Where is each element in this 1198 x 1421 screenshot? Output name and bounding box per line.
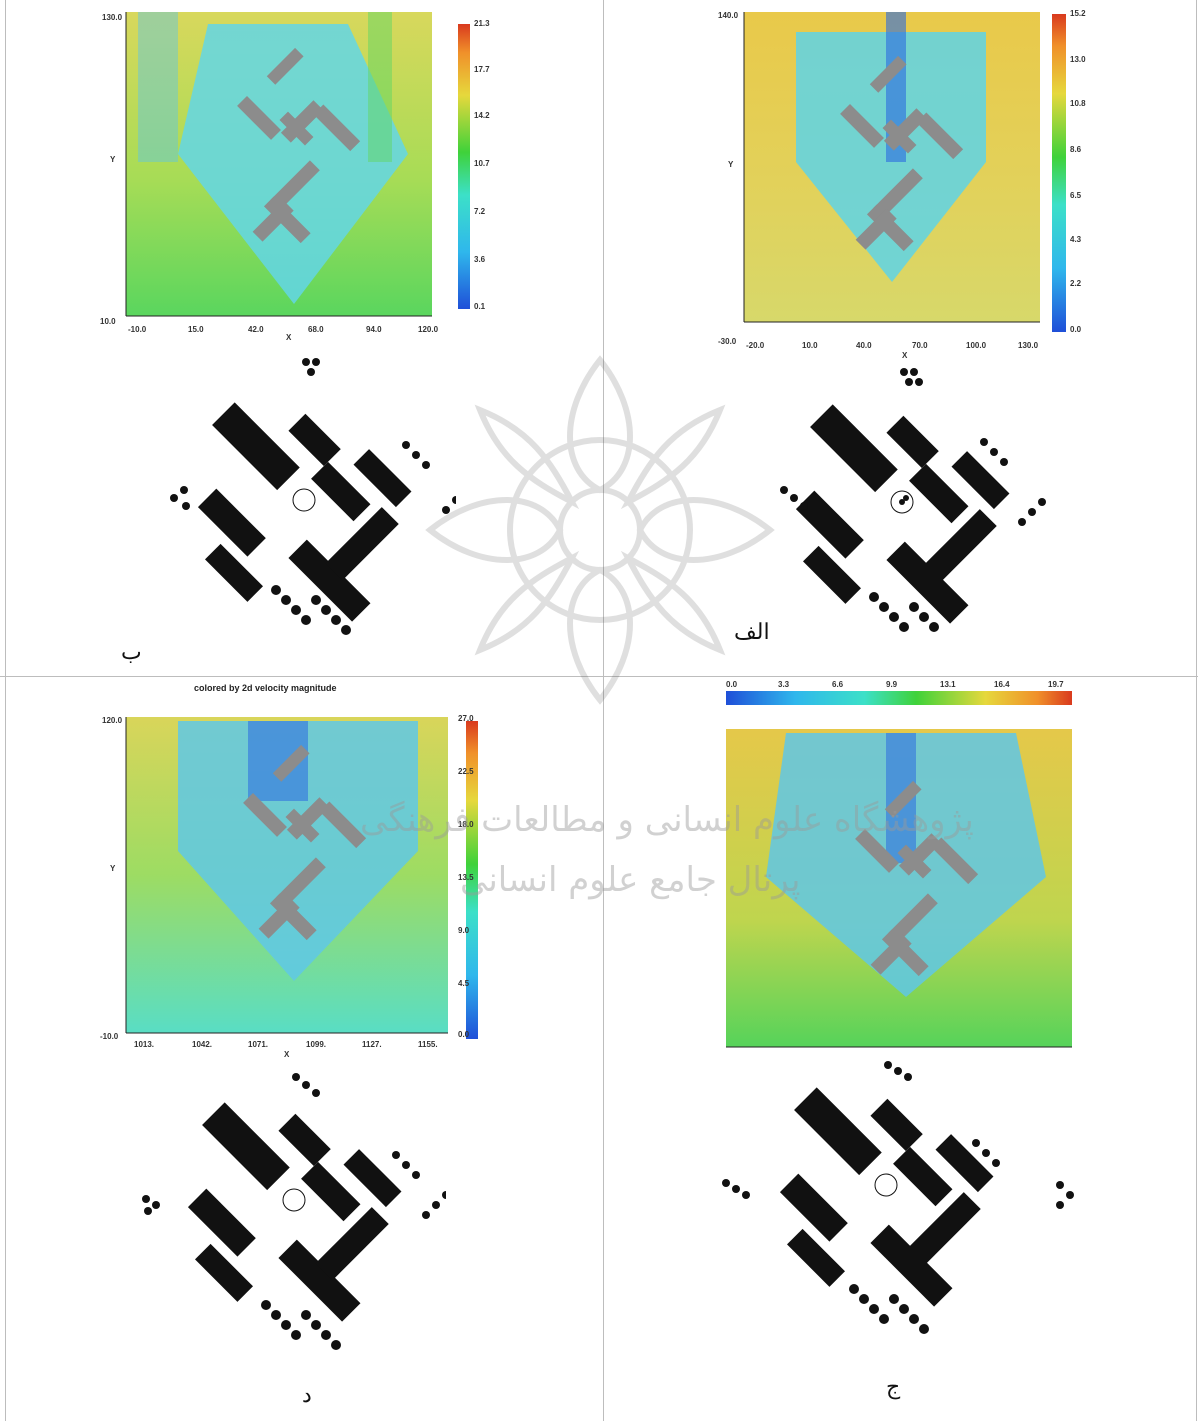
panel-label-alef: الف bbox=[734, 620, 770, 645]
watermark-text-line2: پرتال جامع علوم انسانی bbox=[460, 860, 801, 900]
x-tick: 1013. bbox=[134, 1040, 154, 1049]
y-axis-label: Y bbox=[110, 155, 116, 164]
x-tick: 40.0 bbox=[856, 341, 872, 350]
y-top-label: 120.0 bbox=[102, 716, 123, 725]
x-tick: 120.0 bbox=[418, 325, 439, 334]
x-axis-label: X bbox=[902, 351, 908, 360]
colorbar-tick: 13.1 bbox=[940, 680, 956, 689]
colorbar-tick: 18.0 bbox=[458, 820, 474, 829]
colorbar-tick: 0.0 bbox=[726, 680, 738, 689]
y-axis-label: Y bbox=[110, 864, 116, 873]
x-tick: 1042. bbox=[192, 1040, 212, 1049]
watermark-logo bbox=[410, 340, 790, 720]
colorbar-tick: 8.6 bbox=[1070, 145, 1082, 154]
colorbar-tick: 21.3 bbox=[474, 19, 490, 28]
colorbar-tick: 7.2 bbox=[474, 207, 486, 216]
colorbar-tick: 27.0 bbox=[458, 714, 474, 723]
colorbar-tick: 15.2 bbox=[1070, 9, 1086, 18]
panel-dal: colored by 2d velocity magnitude 120.0 -… bbox=[6, 677, 603, 1421]
x-tick: -20.0 bbox=[746, 341, 765, 350]
y-axis-label: Y bbox=[728, 160, 734, 169]
x-tick: 70.0 bbox=[912, 341, 928, 350]
colorbar-tick: 10.7 bbox=[474, 159, 490, 168]
cfd-plot-alef-svg: 140.0 -30.0 Y X -20.0 10.0 40.0 70.0 100… bbox=[718, 9, 1086, 360]
colorbar-tick: 22.5 bbox=[458, 767, 474, 776]
colorbar-tick: 10.8 bbox=[1070, 99, 1086, 108]
colorbar-tick: 13.5 bbox=[458, 873, 474, 882]
colorbar-tick: 0.0 bbox=[458, 1030, 470, 1039]
colorbar-tick: 2.2 bbox=[1070, 279, 1082, 288]
colorbar-tick: 6.5 bbox=[1070, 191, 1082, 200]
colorbar-tick: 6.6 bbox=[832, 680, 844, 689]
y-bottom-label: -10.0 bbox=[100, 1032, 119, 1041]
x-axis-label: X bbox=[286, 333, 292, 342]
cfd-plot-be-svg: 130.0 10.0 Y X -10.0 15.0 42.0 68.0 94.0… bbox=[100, 12, 490, 342]
site-plan-dal bbox=[126, 1065, 450, 1385]
site-plan-be bbox=[156, 350, 460, 650]
site-plan-alef bbox=[774, 362, 1074, 662]
site-plan-jim bbox=[714, 1055, 1074, 1375]
colorbar-tick: 0.1 bbox=[474, 302, 486, 311]
cfd-plot-be: 130.0 10.0 Y X -10.0 15.0 42.0 68.0 94.0… bbox=[98, 4, 490, 342]
colorbar-tick: 3.6 bbox=[474, 255, 486, 264]
cfd-plot-dal: colored by 2d velocity magnitude 120.0 -… bbox=[98, 681, 490, 1061]
x-tick: 15.0 bbox=[188, 325, 204, 334]
table-row-divider bbox=[0, 676, 1198, 677]
panel-label-jim: ج bbox=[886, 1375, 901, 1400]
cfd-plot-alef: 140.0 -30.0 Y X -20.0 10.0 40.0 70.0 100… bbox=[716, 2, 1088, 362]
colorbar-tick: 4.3 bbox=[1070, 235, 1082, 244]
cfd-plot-jim: 0.0 3.3 6.6 9.9 13.1 16.4 19.7 bbox=[716, 677, 1082, 1049]
x-axis-label: X bbox=[284, 1050, 290, 1059]
y-bottom-label: -30.0 bbox=[718, 337, 737, 346]
table-column-divider bbox=[603, 0, 604, 1421]
table-border-left bbox=[5, 0, 6, 1421]
colorbar-tick: 13.0 bbox=[1070, 55, 1086, 64]
plot-title: colored by 2d velocity magnitude bbox=[194, 683, 337, 693]
x-tick: 68.0 bbox=[308, 325, 324, 334]
panel-label-be: ب bbox=[121, 640, 142, 665]
colorbar-tick: 0.0 bbox=[1070, 325, 1082, 334]
colorbar-tick: 9.9 bbox=[886, 680, 898, 689]
colorbar-tick: 9.0 bbox=[458, 926, 470, 935]
x-tick: 1155. bbox=[418, 1040, 438, 1049]
y-bottom-label: 10.0 bbox=[100, 317, 116, 326]
colorbar-tick: 16.4 bbox=[994, 680, 1010, 689]
x-tick: 1127. bbox=[362, 1040, 382, 1049]
x-tick: 94.0 bbox=[366, 325, 382, 334]
x-tick: -10.0 bbox=[128, 325, 147, 334]
x-tick: 130.0 bbox=[1018, 341, 1039, 350]
panel-jim: 0.0 3.3 6.6 9.9 13.1 16.4 19.7 bbox=[604, 677, 1196, 1421]
panel-alef: 140.0 -30.0 Y X -20.0 10.0 40.0 70.0 100… bbox=[604, 0, 1196, 676]
x-tick: 1071. bbox=[248, 1040, 268, 1049]
y-top-label: 130.0 bbox=[102, 13, 123, 22]
x-tick: 100.0 bbox=[966, 341, 987, 350]
x-tick: 1099. bbox=[306, 1040, 326, 1049]
x-tick: 42.0 bbox=[248, 325, 264, 334]
panel-label-dal: د bbox=[302, 1383, 312, 1408]
colorbar-tick: 17.7 bbox=[474, 65, 490, 74]
panel-be: 130.0 10.0 Y X -10.0 15.0 42.0 68.0 94.0… bbox=[6, 0, 603, 676]
y-top-label: 140.0 bbox=[718, 11, 739, 20]
cfd-plot-dal-svg: colored by 2d velocity magnitude 120.0 -… bbox=[100, 683, 478, 1059]
colorbar-tick: 14.2 bbox=[474, 111, 490, 120]
cfd-plot-jim-svg: 0.0 3.3 6.6 9.9 13.1 16.4 19.7 bbox=[726, 680, 1072, 1048]
x-tick: 10.0 bbox=[802, 341, 818, 350]
watermark-text-line1: پژوهشگاه علوم انسانی و مطالعات فرهنگی bbox=[360, 800, 974, 840]
table-border-right bbox=[1196, 0, 1197, 1421]
colorbar-tick: 3.3 bbox=[778, 680, 790, 689]
colorbar-tick: 4.5 bbox=[458, 979, 470, 988]
colorbar-tick: 19.7 bbox=[1048, 680, 1064, 689]
